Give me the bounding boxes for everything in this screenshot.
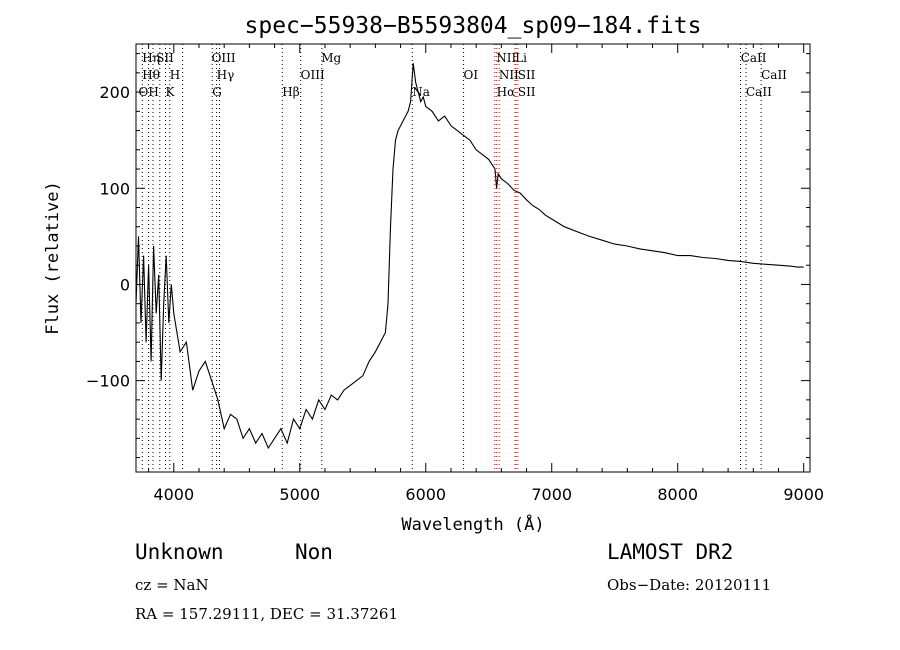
line-label-6: CaII xyxy=(741,51,767,65)
line-label-2: OIII xyxy=(212,51,236,65)
spectrum-line-0 xyxy=(135,63,804,450)
line-label-20: Hα xyxy=(497,85,516,99)
x-tick-label: 7000 xyxy=(531,485,572,504)
line-label-13: SII xyxy=(518,68,536,82)
y-tick-label: 200 xyxy=(99,83,130,102)
y-tick-label: 100 xyxy=(99,179,130,198)
line-label-5: Li xyxy=(515,51,527,65)
y-axis: −100 0 100 200 xyxy=(86,53,810,459)
line-label-1: SII xyxy=(156,51,174,65)
line-label-21: SII xyxy=(518,85,536,99)
line-label-22: CaII xyxy=(746,85,772,99)
line-label-18: Hβ xyxy=(282,85,299,99)
line-label-17: G xyxy=(212,85,222,99)
x-axis-label: Wavelength (Å) xyxy=(401,513,544,535)
object-subclass: Non xyxy=(295,540,333,564)
survey-name: LAMOST DR2 xyxy=(607,540,734,564)
y-axis-label: Flux (relative) xyxy=(43,181,63,335)
y-tick-label: −100 xyxy=(86,372,130,391)
coordinates: RA = 157.29111, DEC = 31.37261 xyxy=(135,605,399,623)
line-label-3: Mg xyxy=(321,51,341,65)
line-label-15: OH xyxy=(139,85,159,99)
line-label-14: CaII xyxy=(761,68,787,82)
line-label-19: Na xyxy=(412,85,430,99)
x-tick-label: 5000 xyxy=(279,485,320,504)
line-label-10: OIII xyxy=(301,68,325,82)
line-label-11: OI xyxy=(464,68,479,82)
redshift-value: cz = NaN xyxy=(135,576,209,594)
line-label-7: Hθ xyxy=(142,68,160,82)
line-label-8: H xyxy=(170,68,180,82)
x-tick-label: 4000 xyxy=(153,485,194,504)
line-label-16: K xyxy=(165,85,175,99)
plot-frame xyxy=(135,43,811,473)
line-label-4: NII xyxy=(496,51,516,65)
line-label-12: NII xyxy=(499,68,519,82)
observation-date: Obs−Date: 20120111 xyxy=(607,576,772,594)
chart-title: spec−55938−B5593804_sp09−184.fits xyxy=(245,13,702,39)
x-axis: 4000 5000 6000 7000 8000 9000 xyxy=(148,44,824,504)
spectrum-series xyxy=(135,63,804,450)
object-class: Unknown xyxy=(135,540,224,564)
spectral-line-markers xyxy=(141,44,762,472)
line-label-9: Hγ xyxy=(217,68,235,82)
x-tick-label: 9000 xyxy=(783,485,824,504)
y-tick-label: 0 xyxy=(120,275,130,294)
line-label-0: Hη xyxy=(142,51,160,65)
x-tick-label: 8000 xyxy=(657,485,698,504)
x-tick-label: 6000 xyxy=(405,485,446,504)
